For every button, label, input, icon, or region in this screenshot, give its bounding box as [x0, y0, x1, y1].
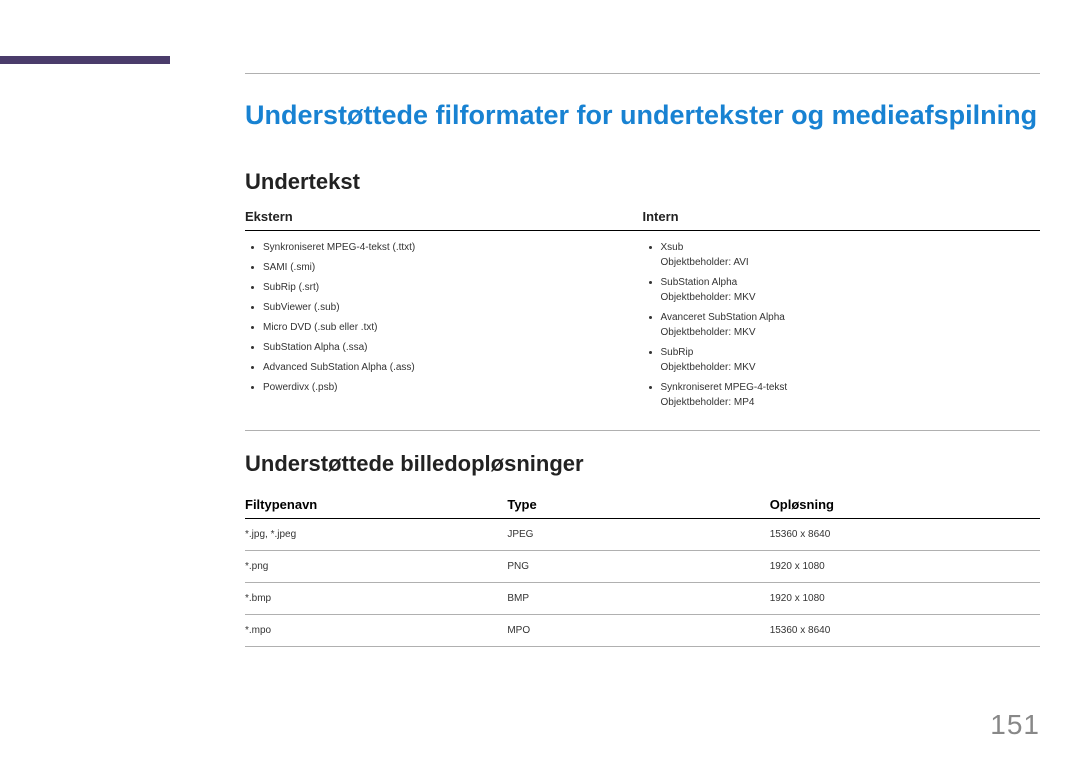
subtitle-column-headers: Ekstern Intern — [245, 209, 1040, 231]
page-number: 151 — [990, 709, 1040, 741]
top-rule — [245, 73, 1040, 74]
table-cell: 15360 x 8640 — [770, 519, 1040, 551]
col-filetype: Filtypenavn — [245, 491, 507, 519]
table-cell: *.png — [245, 551, 507, 583]
item-name: Xsub — [661, 242, 684, 253]
item-name: SubStation Alpha — [661, 277, 738, 288]
internal-list: Xsub Objektbeholder: AVI SubStation Alpha O… — [643, 231, 1041, 409]
table-cell: JPEG — [507, 519, 769, 551]
list-item: Powerdivx (.psb) — [263, 381, 643, 394]
resolutions-table: Filtypenavn Type Opløsning *.jpg, *.jpeg… — [245, 491, 1040, 647]
page: Understøttede filformater for undertekst… — [0, 0, 1080, 763]
item-container: Objektbeholder: MKV — [661, 326, 1041, 339]
item-container: Objektbeholder: MKV — [661, 291, 1041, 304]
item-name: Synkroniseret MPEG-4-tekst — [661, 382, 788, 393]
table-row: *.mpoMPO15360 x 8640 — [245, 615, 1040, 647]
page-title: Understøttede filformater for undertekst… — [245, 100, 1040, 131]
subtitle-columns: Synkroniseret MPEG-4-tekst (.ttxt) SAMI (… — [245, 231, 1040, 416]
external-column-head: Ekstern — [245, 209, 643, 230]
list-item: SubRip (.srt) — [263, 281, 643, 294]
list-item: SubStation Alpha Objektbeholder: MKV — [661, 276, 1041, 304]
table-row: *.pngPNG1920 x 1080 — [245, 551, 1040, 583]
list-item: Synkroniseret MPEG-4-tekst (.ttxt) — [263, 241, 643, 254]
list-item: Avanceret SubStation Alpha Objektbeholder… — [661, 311, 1041, 339]
section-resolutions-heading: Understøttede billedopløsninger — [245, 451, 1040, 477]
external-column: Synkroniseret MPEG-4-tekst (.ttxt) SAMI (… — [245, 231, 643, 416]
external-list: Synkroniseret MPEG-4-tekst (.ttxt) SAMI (… — [245, 231, 643, 394]
internal-column: Xsub Objektbeholder: AVI SubStation Alpha O… — [643, 231, 1041, 416]
table-cell: BMP — [507, 583, 769, 615]
section-subtitles-heading: Undertekst — [245, 169, 1040, 195]
list-item: Micro DVD (.sub eller .txt) — [263, 321, 643, 334]
list-item: SubRip Objektbeholder: MKV — [661, 346, 1041, 374]
item-name: Avanceret SubStation Alpha — [661, 312, 785, 323]
item-name: SubRip — [661, 347, 694, 358]
internal-column-head: Intern — [643, 209, 1041, 230]
table-cell: 15360 x 8640 — [770, 615, 1040, 647]
list-item: Advanced SubStation Alpha (.ass) — [263, 361, 643, 374]
list-item: Synkroniseret MPEG-4-tekst Objektbeholder… — [661, 381, 1041, 409]
accent-bar — [0, 56, 170, 64]
item-container: Objektbeholder: AVI — [661, 256, 1041, 269]
table-cell: PNG — [507, 551, 769, 583]
table-header-row: Filtypenavn Type Opløsning — [245, 491, 1040, 519]
resolutions-body: *.jpg, *.jpegJPEG15360 x 8640*.pngPNG192… — [245, 519, 1040, 647]
list-item: SAMI (.smi) — [263, 261, 643, 274]
table-cell: *.bmp — [245, 583, 507, 615]
section-divider — [245, 430, 1040, 431]
item-container: Objektbeholder: MKV — [661, 361, 1041, 374]
list-item: SubViewer (.sub) — [263, 301, 643, 314]
table-cell: 1920 x 1080 — [770, 551, 1040, 583]
col-type: Type — [507, 491, 769, 519]
table-row: *.jpg, *.jpegJPEG15360 x 8640 — [245, 519, 1040, 551]
list-item: Xsub Objektbeholder: AVI — [661, 241, 1041, 269]
table-row: *.bmpBMP1920 x 1080 — [245, 583, 1040, 615]
table-cell: *.jpg, *.jpeg — [245, 519, 507, 551]
table-cell: 1920 x 1080 — [770, 583, 1040, 615]
table-cell: MPO — [507, 615, 769, 647]
item-container: Objektbeholder: MP4 — [661, 396, 1041, 409]
col-resolution: Opløsning — [770, 491, 1040, 519]
table-cell: *.mpo — [245, 615, 507, 647]
content-area: Understøttede filformater for undertekst… — [245, 100, 1040, 647]
list-item: SubStation Alpha (.ssa) — [263, 341, 643, 354]
